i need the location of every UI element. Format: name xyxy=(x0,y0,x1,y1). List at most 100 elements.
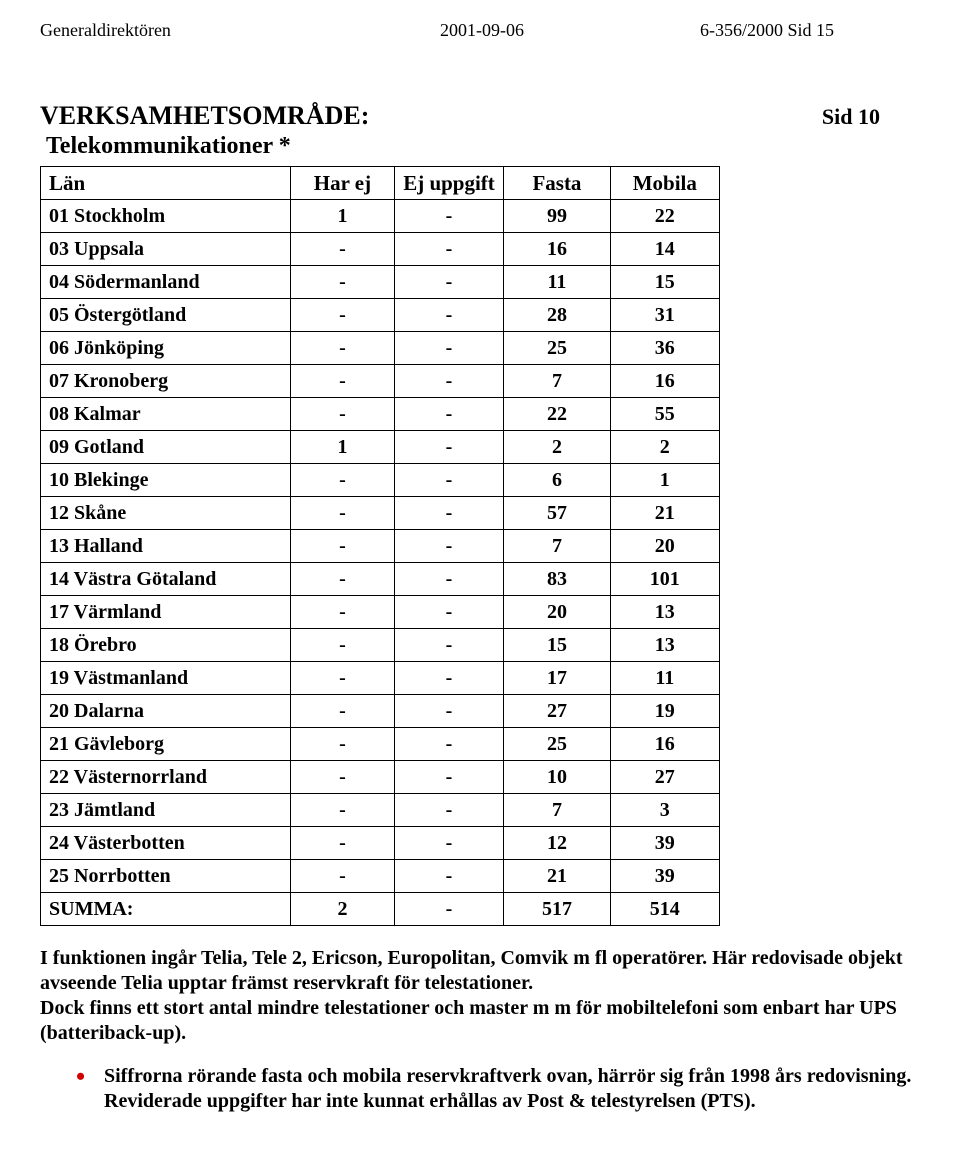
cell-value: - xyxy=(291,860,394,893)
cell-value: - xyxy=(394,299,504,332)
cell-value: 22 xyxy=(610,200,719,233)
cell-value: - xyxy=(291,695,394,728)
cell-value: - xyxy=(394,728,504,761)
cell-value: - xyxy=(291,365,394,398)
cell-value: - xyxy=(291,794,394,827)
cell-value: 22 xyxy=(504,398,610,431)
cell-value: 16 xyxy=(504,233,610,266)
col-header-fasta: Fasta xyxy=(504,167,610,200)
table-row: 10 Blekinge--61 xyxy=(41,464,720,497)
cell-lan: SUMMA: xyxy=(41,893,291,926)
header-author: Generaldirektören xyxy=(40,20,440,41)
cell-value: 39 xyxy=(610,860,719,893)
table-row: 25 Norrbotten--2139 xyxy=(41,860,720,893)
cell-lan: 06 Jönköping xyxy=(41,332,291,365)
section-subtitle: Telekommunikationer * xyxy=(46,133,920,160)
cell-lan: 04 Södermanland xyxy=(41,266,291,299)
cell-value: 6 xyxy=(504,464,610,497)
data-table: Län Har ej Ej uppgift Fasta Mobila 01 St… xyxy=(40,166,720,926)
cell-value: - xyxy=(394,794,504,827)
cell-value: - xyxy=(291,398,394,431)
cell-value: 20 xyxy=(504,596,610,629)
table-header-row: Län Har ej Ej uppgift Fasta Mobila xyxy=(41,167,720,200)
cell-value: - xyxy=(291,761,394,794)
cell-value: - xyxy=(291,827,394,860)
table-row: 17 Värmland--2013 xyxy=(41,596,720,629)
cell-value: 7 xyxy=(504,530,610,563)
cell-value: - xyxy=(394,662,504,695)
cell-value: 11 xyxy=(504,266,610,299)
cell-value: 25 xyxy=(504,332,610,365)
cell-value: 36 xyxy=(610,332,719,365)
header-ref: 6-356/2000 Sid 15 xyxy=(700,20,920,41)
table-row: 19 Västmanland--1711 xyxy=(41,662,720,695)
cell-value: - xyxy=(291,629,394,662)
cell-value: - xyxy=(291,464,394,497)
cell-value: 514 xyxy=(610,893,719,926)
cell-value: 39 xyxy=(610,827,719,860)
cell-value: 20 xyxy=(610,530,719,563)
cell-value: 2 xyxy=(291,893,394,926)
cell-value: 7 xyxy=(504,794,610,827)
cell-lan: 13 Halland xyxy=(41,530,291,563)
cell-value: - xyxy=(394,893,504,926)
table-row: 09 Gotland1-22 xyxy=(41,431,720,464)
cell-value: 14 xyxy=(610,233,719,266)
cell-value: 2 xyxy=(504,431,610,464)
cell-value: 15 xyxy=(504,629,610,662)
paragraph-1-text-a: I funktionen ingår Telia, Tele 2, Ericso… xyxy=(40,947,903,994)
cell-lan: 18 Örebro xyxy=(41,629,291,662)
table-row: 23 Jämtland--73 xyxy=(41,794,720,827)
cell-value: - xyxy=(291,497,394,530)
cell-value: 101 xyxy=(610,563,719,596)
cell-value: 16 xyxy=(610,728,719,761)
cell-value: - xyxy=(394,398,504,431)
cell-value: 21 xyxy=(504,860,610,893)
cell-value: - xyxy=(291,728,394,761)
table-row: 20 Dalarna--2719 xyxy=(41,695,720,728)
cell-value: 17 xyxy=(504,662,610,695)
header-date: 2001-09-06 xyxy=(440,20,700,41)
cell-value: 7 xyxy=(504,365,610,398)
cell-value: - xyxy=(394,860,504,893)
cell-value: 57 xyxy=(504,497,610,530)
paragraph-1: I funktionen ingår Telia, Tele 2, Ericso… xyxy=(40,946,920,1046)
section-page-label: Sid 10 xyxy=(822,104,920,130)
cell-lan: 20 Dalarna xyxy=(41,695,291,728)
cell-lan: 01 Stockholm xyxy=(41,200,291,233)
cell-value: 99 xyxy=(504,200,610,233)
bullet-item: Siffrorna rörande fasta och mobila reser… xyxy=(76,1064,920,1114)
cell-lan: 05 Östergötland xyxy=(41,299,291,332)
cell-value: 13 xyxy=(610,629,719,662)
col-header-mobila: Mobila xyxy=(610,167,719,200)
cell-lan: 24 Västerbotten xyxy=(41,827,291,860)
cell-value: - xyxy=(394,629,504,662)
cell-lan: 17 Värmland xyxy=(41,596,291,629)
cell-lan: 23 Jämtland xyxy=(41,794,291,827)
cell-value: 1 xyxy=(291,200,394,233)
cell-value: 3 xyxy=(610,794,719,827)
cell-value: 55 xyxy=(610,398,719,431)
cell-value: 27 xyxy=(504,695,610,728)
col-header-harej: Har ej xyxy=(291,167,394,200)
col-header-lan: Län xyxy=(41,167,291,200)
cell-lan: 10 Blekinge xyxy=(41,464,291,497)
table-row: 01 Stockholm1-9922 xyxy=(41,200,720,233)
cell-value: 1 xyxy=(610,464,719,497)
cell-lan: 14 Västra Götaland xyxy=(41,563,291,596)
cell-value: 12 xyxy=(504,827,610,860)
cell-value: - xyxy=(291,662,394,695)
table-row: 21 Gävleborg--2516 xyxy=(41,728,720,761)
paragraph-1-text-b: Dock finns ett stort antal mindre telest… xyxy=(40,997,897,1044)
table-row: 24 Västerbotten--1239 xyxy=(41,827,720,860)
cell-lan: 12 Skåne xyxy=(41,497,291,530)
page-header: Generaldirektören 2001-09-06 6-356/2000 … xyxy=(40,20,920,41)
cell-value: - xyxy=(394,497,504,530)
table-row: 18 Örebro--1513 xyxy=(41,629,720,662)
table-row: 12 Skåne--5721 xyxy=(41,497,720,530)
cell-value: 21 xyxy=(610,497,719,530)
cell-lan: 22 Västernorrland xyxy=(41,761,291,794)
table-row: 03 Uppsala--1614 xyxy=(41,233,720,266)
cell-value: 31 xyxy=(610,299,719,332)
cell-value: - xyxy=(394,200,504,233)
